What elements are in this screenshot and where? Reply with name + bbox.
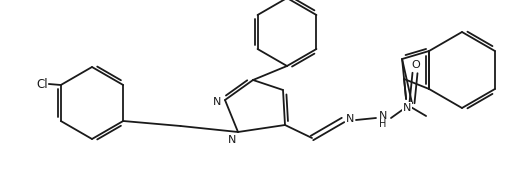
Text: N: N bbox=[346, 114, 354, 124]
Text: Cl: Cl bbox=[36, 77, 47, 90]
Text: N: N bbox=[228, 135, 236, 145]
Text: N: N bbox=[213, 97, 221, 107]
Text: H: H bbox=[380, 119, 387, 129]
Text: N: N bbox=[379, 111, 387, 121]
Text: O: O bbox=[411, 60, 420, 70]
Text: N: N bbox=[403, 103, 411, 113]
